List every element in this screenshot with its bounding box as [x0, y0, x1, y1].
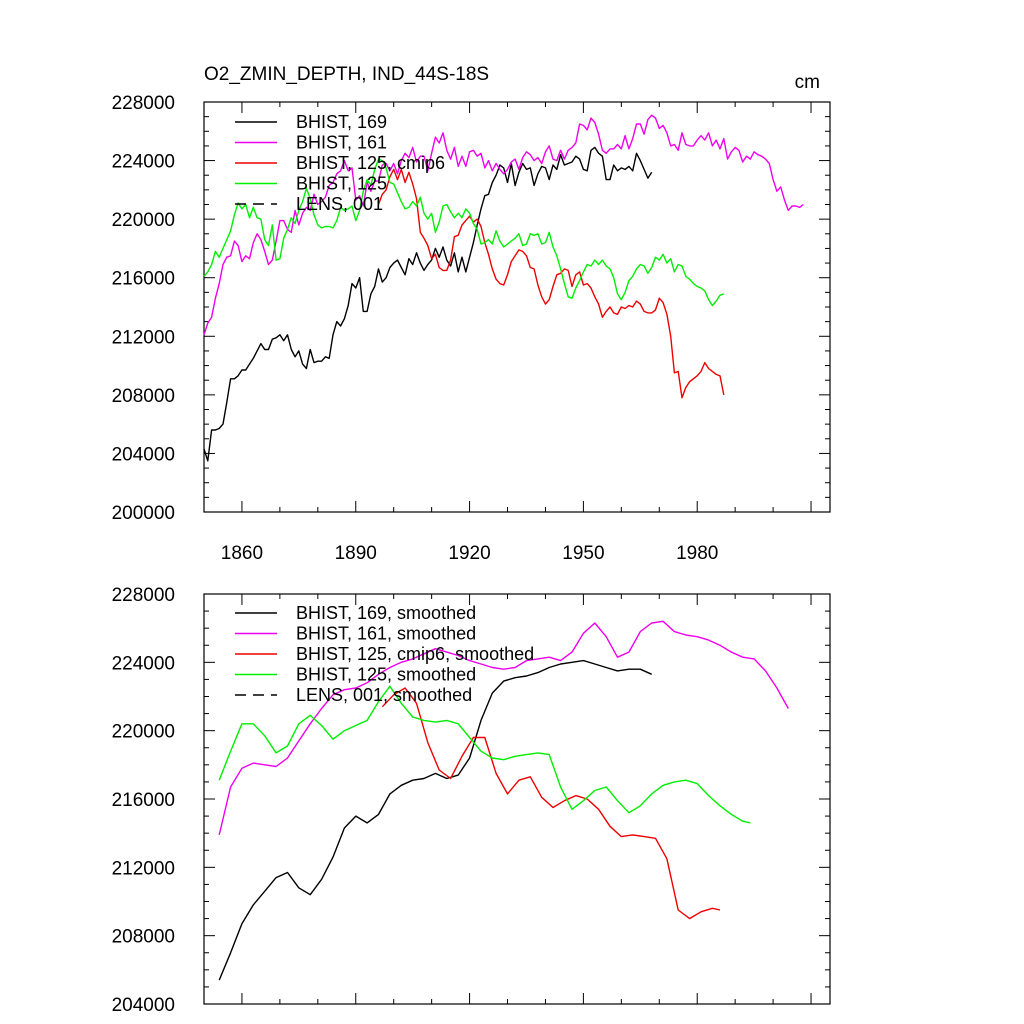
- legend-entry: BHIST, 169: [296, 112, 387, 132]
- y-tick-label: 208000: [112, 386, 175, 407]
- chart-title: O2_ZMIN_DEPTH, IND_44S-18S: [204, 64, 489, 85]
- y-tick-label: 216000: [112, 790, 175, 811]
- y-tick-label: 212000: [112, 327, 175, 348]
- legend-entry: BHIST, 125, smoothed: [296, 665, 476, 685]
- legend-entry: BHIST, 125: [296, 174, 387, 194]
- series-line-2: [381, 687, 721, 920]
- legend-entry: LENS, 001, smoothed: [296, 685, 472, 705]
- bottom-panel: 204000 208000 212000 216000 220000 224000 2280…: [112, 585, 831, 1016]
- legend-entry: BHIST, 125, cmip6, smoothed: [296, 644, 534, 664]
- y-tick-label: 228000: [112, 585, 175, 606]
- y-tick-label: 212000: [112, 858, 175, 879]
- legend-entry: BHIST, 161, smoothed: [296, 624, 476, 644]
- series-line-3: [218, 685, 751, 824]
- top-panel: O2_ZMIN_DEPTH, IND_44S-18S cm 200000 204000…: [112, 64, 831, 564]
- series-line-0: [218, 659, 652, 981]
- legend-entry: LENS, 001: [296, 194, 383, 214]
- y-tick-label: 204000: [112, 995, 175, 1016]
- y-tick-label: 216000: [112, 269, 175, 290]
- series-line-0: [203, 146, 653, 462]
- y-tick-label: 220000: [112, 210, 175, 231]
- legend-entry: BHIST, 125, cmip6: [296, 153, 445, 173]
- series-line-2: [377, 168, 725, 399]
- y-tick-label: 208000: [112, 927, 175, 948]
- x-tick-label: 1950: [562, 543, 604, 564]
- legend-entry: BHIST, 161: [296, 133, 387, 153]
- series-line-3: [203, 158, 725, 307]
- y-tick-label: 204000: [112, 444, 175, 465]
- x-tick-label: 1920: [448, 543, 490, 564]
- y-tick-label: 220000: [112, 722, 175, 743]
- legend-entry: BHIST, 169, smoothed: [296, 603, 476, 623]
- x-tick-label: 1890: [335, 543, 377, 564]
- y-tick-label: 224000: [112, 152, 175, 173]
- y-tick-label: 200000: [112, 503, 175, 524]
- y-tick-label: 224000: [112, 653, 175, 674]
- series-line-1: [203, 114, 804, 336]
- x-tick-label: 1980: [676, 543, 718, 564]
- y-tick-label: 228000: [112, 93, 175, 114]
- x-tick-label: 1860: [221, 543, 263, 564]
- units-label: cm: [795, 72, 820, 93]
